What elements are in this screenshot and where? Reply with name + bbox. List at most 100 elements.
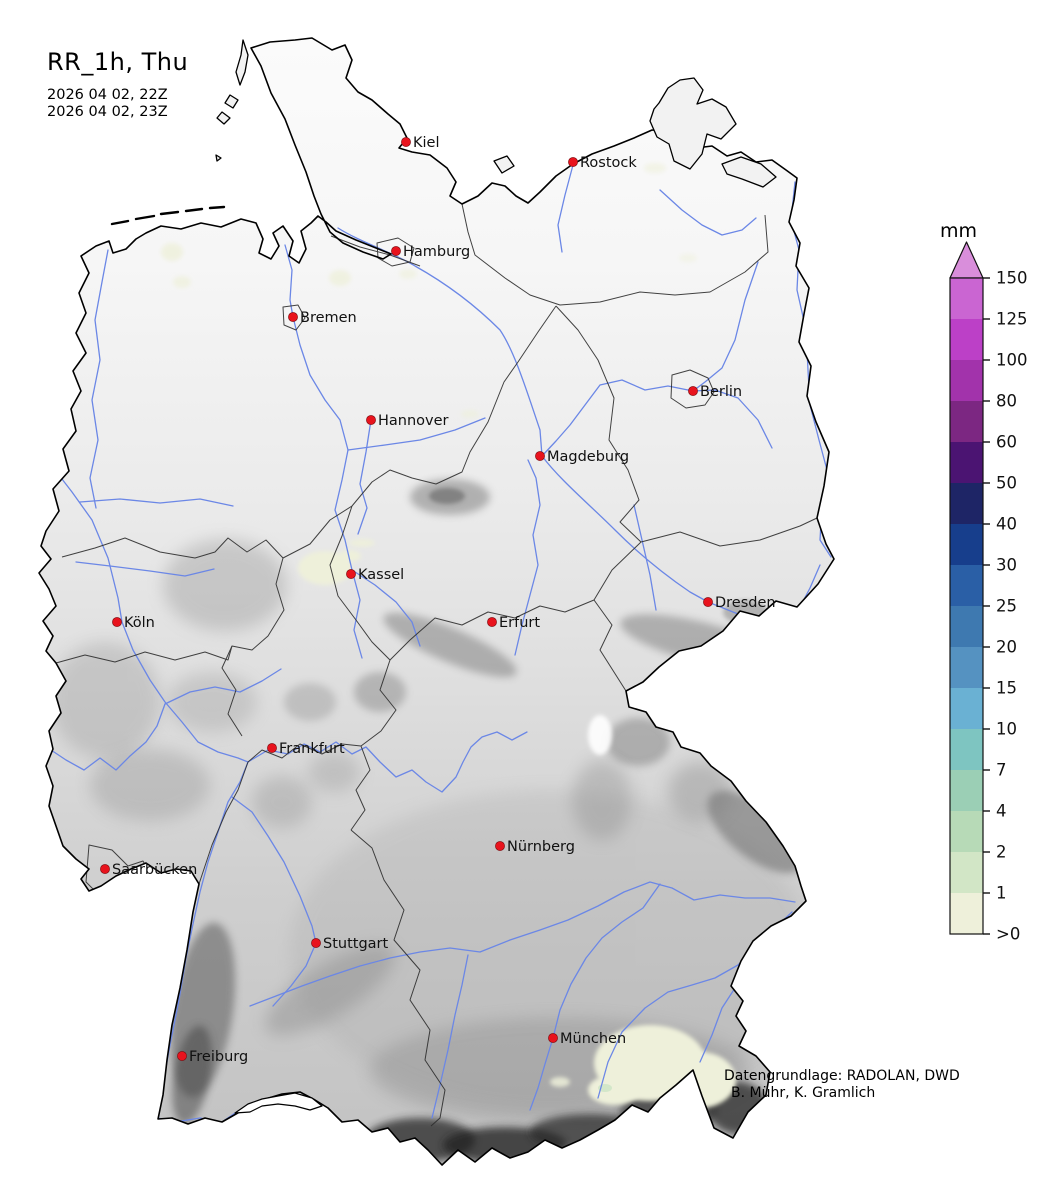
city-marker-Kassel: Kassel xyxy=(346,567,404,583)
city-dot xyxy=(535,451,545,461)
state-borders-layer xyxy=(55,203,818,1127)
colorbar-tick-label: 4 xyxy=(996,802,1007,821)
city-dot xyxy=(311,938,321,948)
city-dot xyxy=(100,864,110,874)
city-label: Rostock xyxy=(580,155,637,171)
city-marker-Nürnberg: Nürnberg xyxy=(495,839,575,855)
colorbar-tick-label: 60 xyxy=(996,433,1017,452)
lake-constance xyxy=(234,1092,323,1114)
city-label: Saarbücken xyxy=(112,862,197,878)
colorbar-tick-label: 100 xyxy=(996,351,1028,370)
city-dot xyxy=(112,617,122,627)
colorbar-tick-label: 7 xyxy=(996,761,1007,780)
colorbar-body: 150 125 100 80 60 50 40 30 25 20 15 10 7 4 2 1 >0 xyxy=(949,241,1028,944)
attribution-source: Datengrundlage: RADOLAN, DWD xyxy=(724,1068,960,1084)
city-label: Nürnberg xyxy=(507,839,575,855)
city-label: Kiel xyxy=(413,135,440,151)
colorbar-arrow xyxy=(949,241,984,279)
city-dot xyxy=(177,1051,187,1061)
colorbar-segment xyxy=(950,360,983,401)
city-label: Kassel xyxy=(358,567,404,583)
valid-time-end: 2026 04 02, 23Z xyxy=(47,104,168,120)
colorbar-segment xyxy=(950,647,983,688)
city-label: Erfurt xyxy=(499,615,540,631)
colorbar-unit-label: mm xyxy=(940,220,977,242)
city-label: Dresden xyxy=(715,595,776,611)
city-label: Köln xyxy=(124,615,155,631)
city-dot xyxy=(391,246,401,256)
city-marker-Saarbücken: Saarbücken xyxy=(100,862,197,878)
colorbar-segment xyxy=(950,524,983,565)
city-dot xyxy=(366,415,376,425)
city-marker-Rostock: Rostock xyxy=(568,155,637,171)
colorbar-segment xyxy=(950,442,983,483)
city-dot xyxy=(703,597,713,607)
city-marker-Dresden: Dresden xyxy=(703,595,776,611)
colorbar-segment xyxy=(950,893,983,934)
colorbar-segment xyxy=(950,852,983,893)
city-marker-Berlin: Berlin xyxy=(688,384,742,400)
colorbar-tick-label: 10 xyxy=(996,720,1017,739)
city-dot xyxy=(688,386,698,396)
colorbar-segment xyxy=(950,565,983,606)
city-marker-Bremen: Bremen xyxy=(288,310,357,326)
city-dot xyxy=(346,569,356,579)
city-dot xyxy=(267,743,277,753)
plot-title: RR_1h, Thu xyxy=(47,48,189,76)
colorbar-segment xyxy=(950,811,983,852)
city-marker-Magdeburg: Magdeburg xyxy=(535,449,629,465)
city-label: Frankfurt xyxy=(279,741,345,757)
city-marker-Stuttgart: Stuttgart xyxy=(311,936,389,952)
colorbar-tick-label: 150 xyxy=(996,269,1028,288)
colorbar-tick-label: 25 xyxy=(996,597,1017,616)
city-dot xyxy=(495,841,505,851)
colorbar-segment xyxy=(950,319,983,360)
city-label: Hannover xyxy=(378,413,449,429)
colorbar-segment xyxy=(950,688,983,729)
city-marker-Hannover: Hannover xyxy=(366,413,449,429)
city-dot xyxy=(568,157,578,167)
valid-time-start: 2026 04 02, 22Z xyxy=(47,87,168,103)
city-marker-Kiel: Kiel xyxy=(401,135,440,151)
colorbar-tick-label: 20 xyxy=(996,638,1017,657)
colorbar-tick-label: 125 xyxy=(996,310,1028,329)
precipitation-layer xyxy=(161,163,736,1108)
city-label: Stuttgart xyxy=(323,936,389,952)
city-label: München xyxy=(560,1031,626,1047)
city-dot xyxy=(548,1033,558,1043)
city-markers-layer: Kiel Rostock Hamburg Bremen Berlin Hannover Ma… xyxy=(100,135,776,1065)
colorbar-segment xyxy=(950,770,983,811)
germany-outline xyxy=(38,37,835,1166)
colorbar-tick-label: 50 xyxy=(996,474,1017,493)
colorbar-segment xyxy=(950,606,983,647)
colorbar-tick-label: 80 xyxy=(996,392,1017,411)
city-marker-Erfurt: Erfurt xyxy=(487,615,540,631)
city-marker-Köln: Köln xyxy=(112,615,155,631)
city-label: Berlin xyxy=(700,384,742,400)
colorbar-tick-label: 15 xyxy=(996,679,1017,698)
city-dot xyxy=(487,617,497,627)
colorbar-segment xyxy=(950,483,983,524)
colorbar-tick-label: 1 xyxy=(996,884,1007,903)
city-marker-Freiburg: Freiburg xyxy=(177,1049,248,1065)
colorbar-tick-label: >0 xyxy=(996,925,1020,944)
colorbar-segment xyxy=(950,729,983,770)
colorbar-tick-label: 30 xyxy=(996,556,1017,575)
colorbar-segment xyxy=(950,401,983,442)
city-label: Hamburg xyxy=(403,244,470,260)
city-label: Bremen xyxy=(300,310,357,326)
city-marker-München: München xyxy=(548,1031,626,1047)
colorbar-tick-label: 40 xyxy=(996,515,1017,534)
precipitation-colorbar: mm 150 125 100 80 60 50 40 30 25 20 15 10 7 4 2 1 >0 xyxy=(940,220,1028,944)
colorbar-segment xyxy=(950,278,983,319)
islands-layer xyxy=(110,39,777,1114)
city-dot xyxy=(288,312,298,322)
city-marker-Hamburg: Hamburg xyxy=(391,244,470,260)
city-dot xyxy=(401,137,411,147)
city-marker-Frankfurt: Frankfurt xyxy=(267,741,345,757)
city-label: Magdeburg xyxy=(547,449,629,465)
city-label: Freiburg xyxy=(189,1049,248,1065)
